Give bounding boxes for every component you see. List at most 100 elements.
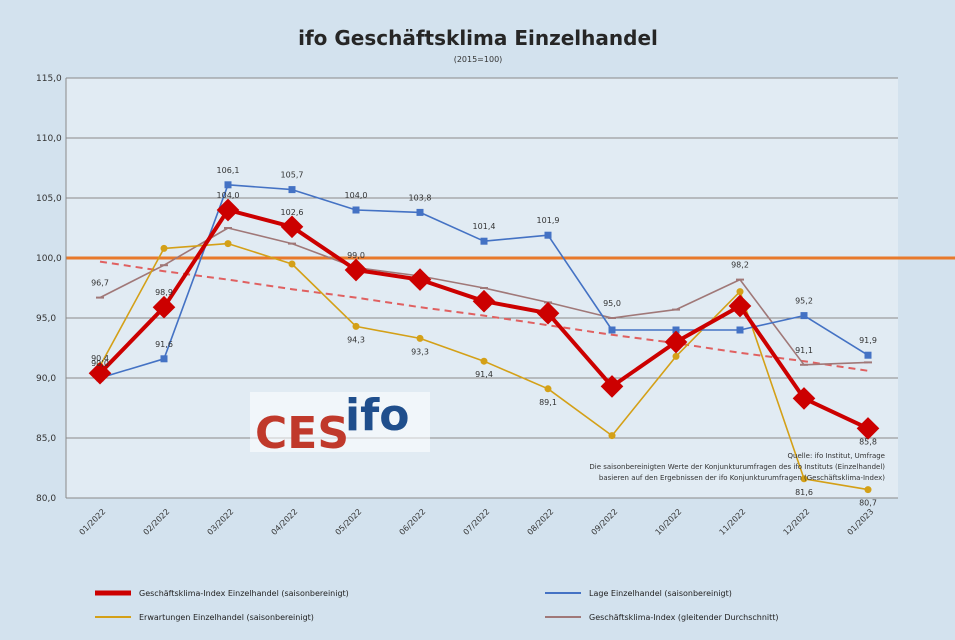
y-tick-label: 115,0: [36, 74, 62, 84]
data-point: [800, 475, 808, 483]
data-point: [88, 361, 112, 385]
x-axis: 01/2022 02/2022 03/2022 04/2022 05/2022 06/20…: [78, 507, 876, 537]
data-point: [792, 387, 816, 410]
data-point: [608, 326, 616, 334]
data-label: 103,8: [409, 193, 432, 202]
data-label: 81,6: [795, 488, 813, 497]
x-tick-label: 12/2022: [782, 507, 812, 537]
data-point: [472, 289, 496, 313]
ifo-logo: CES ifo: [250, 390, 430, 459]
data-label: 85,8: [859, 437, 877, 446]
source-note: Quelle: ifo Institut, Umfrage Die saisonb…: [589, 452, 885, 482]
x-tick-label: 10/2022: [654, 507, 684, 537]
x-tick-label: 02/2022: [142, 507, 172, 537]
data-point: [536, 301, 560, 325]
legend-item: Geschäftsklima-Index Einzelhandel (saiso…: [95, 589, 349, 598]
x-tick-label: 04/2022: [270, 507, 300, 537]
legend-item: Geschäftsklima-Index (gleitender Durchsc…: [545, 613, 779, 622]
data-label: 95,2: [795, 297, 813, 306]
y-tick-label: 110,0: [36, 134, 62, 144]
data-point: [864, 351, 872, 359]
y-axis: 115,0 110,0 105,0 100,0 95,0 90,0 85,0 80,0: [36, 74, 62, 504]
data-label: 93,3: [411, 347, 429, 356]
y-tick-label: 90,0: [36, 374, 56, 384]
data-point: [480, 237, 488, 245]
data-label: 101,9: [537, 216, 560, 225]
data-label: 91,6: [155, 340, 173, 349]
legend: Geschäftsklima-Index Einzelhandel (saiso…: [95, 589, 779, 622]
data-label: 91,4: [475, 370, 493, 379]
chart-title: ifo Geschäftsklima Einzelhandel: [298, 26, 658, 50]
data-label: 91,9: [859, 336, 877, 345]
data-label: 95,0: [603, 299, 621, 308]
x-tick-label: 06/2022: [398, 507, 428, 537]
legend-label: Erwartungen Einzelhandel (saisonbereinig…: [139, 613, 314, 622]
y-tick-label: 105,0: [36, 194, 62, 204]
data-label: 99,0: [347, 251, 365, 260]
x-tick-label: 08/2022: [526, 507, 556, 537]
data-label: 104,0: [217, 191, 240, 200]
data-label: 102,6: [281, 208, 304, 217]
data-label: 106,1: [217, 166, 240, 175]
source-line: Die saisonbereinigten Werte der Konjunkt…: [589, 463, 885, 471]
data-point: [736, 326, 744, 334]
data-label: 89,1: [539, 398, 557, 407]
data-label: 105,7: [281, 171, 304, 180]
y-tick-label: 95,0: [36, 314, 56, 324]
data-point: [800, 312, 808, 320]
y-tick-label: 80,0: [36, 494, 56, 504]
logo-ifo-text: ifo: [345, 390, 409, 441]
data-labels: 106,1 105,7 104,0 103,8 101,4 101,9 95,2 91,9 98…: [91, 166, 877, 508]
data-point: [408, 268, 432, 291]
data-point: [544, 385, 552, 393]
data-point: [352, 322, 360, 330]
data-point: [224, 240, 232, 248]
chart-subtitle: (2015=100): [454, 55, 503, 64]
data-label: 96,7: [91, 279, 109, 288]
x-tick-label: 11/2022: [718, 507, 748, 537]
x-tick-label: 03/2022: [206, 507, 236, 537]
data-label: 91,1: [795, 346, 813, 355]
x-tick-label: 05/2022: [334, 507, 364, 537]
x-tick-label: 01/2023: [846, 507, 876, 537]
data-label: 104,0: [345, 191, 368, 200]
data-point: [864, 486, 872, 494]
data-point: [544, 231, 552, 239]
legend-label: Lage Einzelhandel (saisonbereinigt): [589, 589, 732, 598]
data-point: [416, 334, 424, 342]
y-tick-label: 100,0: [36, 254, 62, 264]
data-point: [160, 244, 168, 252]
legend-item: Lage Einzelhandel (saisonbereinigt): [545, 589, 732, 598]
x-tick-label: 09/2022: [590, 507, 620, 537]
data-point: [416, 208, 424, 216]
x-tick-label: 01/2022: [78, 507, 108, 537]
data-point: [736, 288, 744, 296]
data-point: [664, 330, 688, 354]
data-point: [288, 186, 296, 194]
data-label: 90,4: [91, 354, 109, 363]
data-point: [160, 355, 168, 363]
source-line: basieren auf den Ergebnissen der ifo Kon…: [599, 474, 885, 482]
data-point: [344, 258, 368, 282]
data-label: 98,9: [155, 288, 173, 297]
legend-label: Geschäftsklima-Index Einzelhandel (saiso…: [139, 589, 349, 598]
data-point: [600, 375, 624, 398]
data-label: 101,4: [473, 222, 496, 231]
data-point: [672, 326, 680, 334]
data-point: [352, 206, 360, 214]
grid-lines: [65, 77, 955, 499]
series-4: [99, 260, 869, 372]
data-point: [288, 260, 296, 268]
data-label: 94,3: [347, 335, 365, 344]
y-tick-label: 85,0: [36, 434, 56, 444]
data-point: [672, 352, 680, 360]
series-line: [99, 260, 869, 372]
data-label: 98,2: [731, 261, 749, 270]
source-line: Quelle: ifo Institut, Umfrage: [788, 452, 886, 460]
data-point: [480, 357, 488, 365]
x-tick-label: 07/2022: [462, 507, 492, 537]
logo-ces-text: CES: [255, 408, 349, 459]
legend-label: Geschäftsklima-Index (gleitender Durchsc…: [589, 613, 779, 622]
data-point: [856, 417, 880, 440]
